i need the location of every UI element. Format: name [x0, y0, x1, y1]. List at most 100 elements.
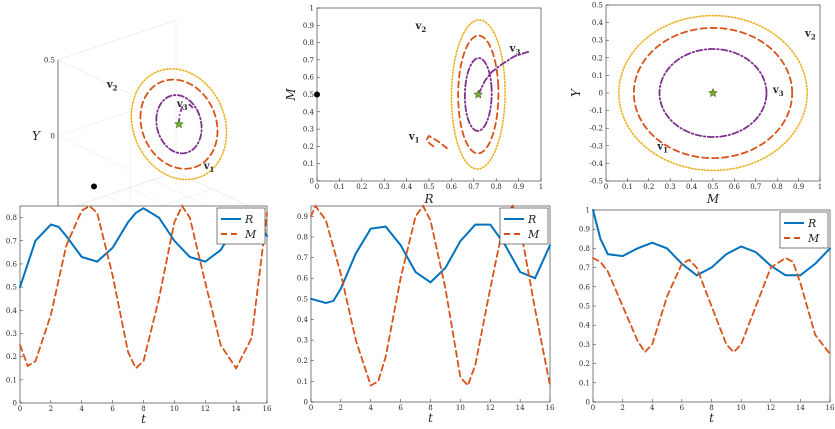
x-tick-label: 12: [201, 405, 210, 413]
series-line-R: [310, 223, 551, 305]
transient-v3: [178, 102, 194, 125]
x-tick-label: 6: [398, 404, 403, 412]
x-tick-label: 8: [141, 405, 145, 413]
y-tick-label: 0.6: [579, 283, 591, 291]
y-tick-label: 0.7: [579, 264, 590, 272]
x-tick-label: 10: [170, 405, 179, 413]
y-tick-label: 0.8: [579, 245, 590, 253]
vector-label: v1: [408, 131, 420, 144]
legend-box: [779, 211, 829, 249]
x-tick-label: 0: [591, 404, 595, 412]
x-tick-label: 2: [620, 404, 624, 412]
vector-label: v3: [509, 43, 521, 56]
y-tick-label: 0: [599, 90, 603, 98]
x-tick-label: 0.3: [665, 183, 676, 191]
x-tick-label: 0.6: [446, 183, 458, 191]
series-line-M: [19, 204, 268, 371]
x-tick-label: 0: [18, 405, 22, 413]
legend-entry-M: M: [527, 228, 540, 241]
y-tick-label: 0.7: [6, 237, 17, 245]
x-axis-label: t: [709, 411, 714, 425]
panel-bottom-middle-timeseries: 0 2 4 6 8 10 12 14 16 0 0.1 0.2 0.3 0.4 0.5 0.6 0.7 0.8 0.…: [297, 204, 555, 425]
orbit-v1-orbit: [139, 78, 219, 170]
series-line-purple: [463, 57, 493, 132]
panel-bottom-left-timeseries: 0 2 4 6 8 10 12 14 16 0 0.1 0.2 0.3 0.4 0.5 0.6 0.7 0.8 t R…: [6, 204, 272, 426]
x-tick-label: 1: [539, 183, 543, 191]
x-tick-label: 6: [680, 404, 685, 412]
y-tick-label: 0.8: [6, 214, 17, 222]
x-axis-label: t: [141, 412, 146, 426]
z-tick-label: 0: [51, 133, 55, 141]
x-tick-label: 2: [49, 405, 53, 413]
y-tick-label: 0.9: [303, 22, 314, 30]
series-line-purple: [477, 50, 531, 96]
series-line-purple: [658, 48, 768, 138]
x-tick-label: 4: [650, 404, 655, 412]
x-tick-label: 0: [315, 183, 319, 191]
y-tick-label: 0.8: [297, 233, 308, 241]
series-line-M: [592, 256, 831, 355]
y-tick-label: 0.4: [579, 322, 591, 330]
y-tick-label: 0: [13, 400, 17, 408]
x-tick-label: 0.6: [729, 183, 741, 191]
x-tick-label: 14: [796, 404, 805, 412]
x-tick-label: 0: [604, 183, 608, 191]
panel-bottom-right-timeseries: 0 2 4 6 8 10 12 14 16 0 0.1 0.2 0.3 0.4 0.5 0.6 0.7 0.8 0.…: [579, 207, 835, 426]
x-tick-label: 1: [818, 183, 822, 191]
z-axis-label: Y: [32, 129, 41, 143]
x-tick-label: 14: [232, 405, 241, 413]
y-tick-label: 0.6: [303, 74, 315, 82]
y-tick-label: 0: [304, 399, 308, 407]
series-line-yellow: [450, 19, 506, 170]
legend-box: [499, 207, 549, 245]
x-tick-label: 0.9: [793, 183, 804, 191]
orbit-v3-orbit: [155, 94, 203, 155]
y-tick-label: 1: [586, 207, 590, 215]
x-axis-label: t: [428, 411, 433, 425]
x-tick-label: 16: [546, 404, 555, 412]
x-tick-label: 16: [263, 405, 272, 413]
y-tick-label: 0.7: [297, 254, 308, 262]
series-line-orange: [632, 26, 794, 160]
y-tick-label: 0.1: [6, 376, 17, 384]
y-tick-label: 1: [310, 5, 314, 13]
panel-top-right-m-y-plane: 0 0.1 0.2 0.3 0.4 0.5 0.6 0.7 0.8 0.9 1 -0.5 -0.4 -0.…: [569, 2, 822, 207]
y-tick-label: 0.3: [592, 37, 603, 45]
y-tick-label: -0.2: [590, 125, 604, 133]
series-line-R: [19, 207, 268, 289]
y-tick-label: 0.1: [592, 72, 603, 80]
plot-area: [316, 7, 542, 182]
y-tick-label: 0.7: [303, 56, 314, 64]
y-tick-label: 0.3: [297, 337, 308, 345]
vector-label: v1: [203, 161, 215, 174]
x-tick-label: 0.7: [468, 183, 479, 191]
fixed-point-marker: [708, 87, 718, 98]
legend-entry-M: M: [244, 228, 257, 241]
y-tick-label: 0.9: [297, 213, 308, 221]
series-line-orange: [457, 34, 500, 155]
y-tick-label: 0.4: [6, 307, 18, 315]
origin-point-marker: [91, 183, 97, 190]
legend-entry-R: R: [807, 217, 816, 230]
y-tick-label: 0.3: [303, 126, 314, 134]
legend-box: [216, 207, 266, 245]
y-tick-label: 0: [310, 178, 314, 186]
x-tick-label: 0.1: [622, 183, 633, 191]
y-tick-label: 0.2: [297, 357, 308, 365]
x-axis-label: R: [423, 192, 433, 206]
y-tick-label: -0.3: [590, 142, 604, 150]
x-tick-label: 0.7: [750, 183, 761, 191]
x-tick-label: 2: [339, 404, 343, 412]
x-tick-label: 0.8: [491, 183, 502, 191]
x-tick-label: 12: [766, 404, 775, 412]
series-line-orange: [425, 134, 448, 150]
legend-entry-M: M: [807, 232, 820, 245]
orbit-v2-orbit: [130, 68, 228, 181]
z-tick-label: 0.5: [44, 57, 55, 65]
y-tick-label: 0.4: [592, 19, 604, 27]
y-tick-label: 0.3: [579, 341, 590, 349]
x-tick-label: 8: [709, 404, 713, 412]
y-tick-label: 0.9: [579, 226, 590, 234]
series-line-yellow: [618, 14, 808, 172]
